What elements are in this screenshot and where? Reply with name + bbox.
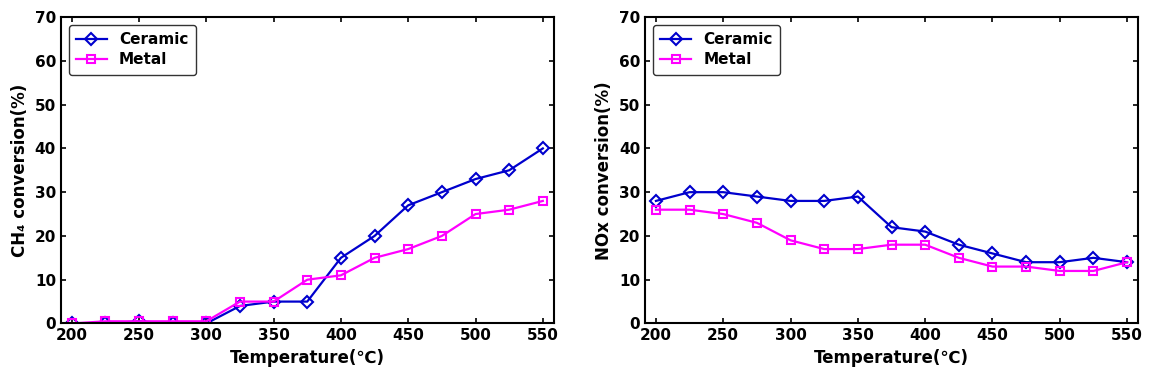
Ceramic bbox=[851, 194, 865, 199]
Ceramic bbox=[301, 299, 314, 304]
Metal bbox=[334, 273, 348, 277]
Ceramic bbox=[918, 229, 932, 234]
Metal bbox=[301, 277, 314, 282]
Ceramic bbox=[1087, 256, 1101, 260]
Metal bbox=[951, 256, 965, 260]
Ceramic bbox=[649, 199, 662, 203]
Metal bbox=[536, 199, 550, 203]
Y-axis label: CH₄ conversion(%): CH₄ conversion(%) bbox=[12, 84, 29, 257]
Ceramic bbox=[267, 299, 281, 304]
Ceramic bbox=[1053, 260, 1067, 265]
Ceramic bbox=[986, 251, 1000, 256]
X-axis label: Temperature(℃): Temperature(℃) bbox=[230, 349, 385, 367]
Metal bbox=[98, 319, 112, 324]
Metal bbox=[717, 212, 731, 216]
Ceramic bbox=[1020, 260, 1033, 265]
Legend: Ceramic, Metal: Ceramic, Metal bbox=[653, 25, 780, 74]
Metal bbox=[1087, 269, 1101, 273]
Ceramic bbox=[536, 146, 550, 151]
Metal bbox=[683, 208, 697, 212]
Ceramic bbox=[784, 199, 798, 203]
X-axis label: Temperature(℃): Temperature(℃) bbox=[814, 349, 969, 367]
Ceramic bbox=[750, 194, 764, 199]
Metal bbox=[502, 208, 516, 212]
Ceramic bbox=[502, 168, 516, 173]
Ceramic bbox=[368, 234, 381, 238]
Metal bbox=[986, 264, 1000, 269]
Ceramic bbox=[884, 225, 898, 229]
Y-axis label: NOx conversion(%): NOx conversion(%) bbox=[595, 81, 614, 260]
Line: Metal: Metal bbox=[67, 197, 547, 328]
Metal bbox=[1053, 269, 1067, 273]
Metal bbox=[649, 208, 662, 212]
Ceramic bbox=[234, 304, 247, 308]
Metal bbox=[401, 247, 415, 251]
Metal bbox=[1020, 264, 1033, 269]
Line: Metal: Metal bbox=[652, 206, 1132, 275]
Ceramic bbox=[199, 321, 213, 326]
Legend: Ceramic, Metal: Ceramic, Metal bbox=[68, 25, 197, 74]
Ceramic bbox=[817, 199, 831, 203]
Metal bbox=[851, 247, 865, 251]
Metal bbox=[1120, 260, 1134, 265]
Metal bbox=[884, 242, 898, 247]
Ceramic bbox=[401, 203, 415, 208]
Ceramic bbox=[683, 190, 697, 194]
Metal bbox=[165, 319, 179, 324]
Metal bbox=[267, 299, 281, 304]
Ceramic bbox=[132, 319, 146, 324]
Metal bbox=[750, 220, 764, 225]
Metal bbox=[435, 234, 449, 238]
Line: Ceramic: Ceramic bbox=[652, 188, 1132, 266]
Metal bbox=[918, 242, 932, 247]
Metal bbox=[199, 319, 213, 324]
Ceramic bbox=[165, 321, 179, 326]
Ceramic bbox=[334, 256, 348, 260]
Ceramic bbox=[1120, 260, 1134, 265]
Ceramic bbox=[65, 321, 79, 326]
Line: Ceramic: Ceramic bbox=[67, 144, 547, 328]
Metal bbox=[65, 321, 79, 326]
Metal bbox=[784, 238, 798, 243]
Ceramic bbox=[951, 242, 965, 247]
Metal bbox=[368, 256, 381, 260]
Ceramic bbox=[435, 190, 449, 194]
Metal bbox=[132, 319, 146, 324]
Ceramic bbox=[98, 321, 112, 326]
Metal bbox=[468, 212, 482, 216]
Metal bbox=[234, 299, 247, 304]
Ceramic bbox=[717, 190, 731, 194]
Metal bbox=[817, 247, 831, 251]
Ceramic bbox=[468, 177, 482, 181]
